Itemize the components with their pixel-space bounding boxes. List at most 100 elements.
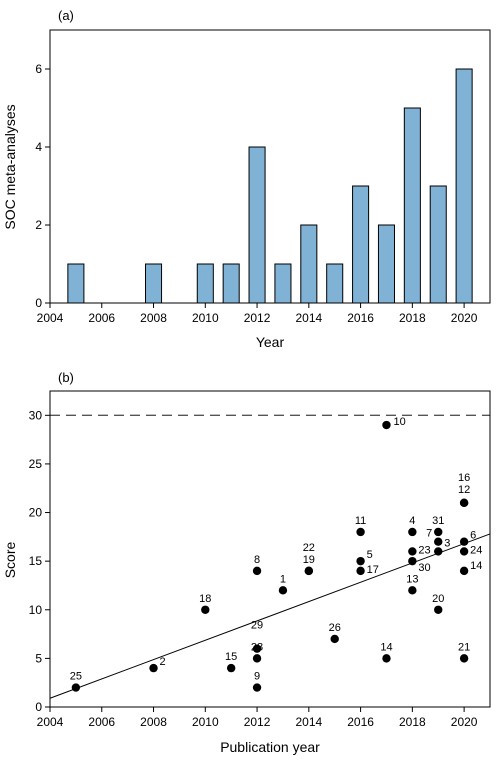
- data-point: [226, 663, 236, 673]
- bars: [67, 68, 473, 304]
- x-axis-ticks: 2004 2006 2008 2010 2012 2014 2016 2018 2020: [37, 303, 478, 325]
- point-label: 16: [458, 472, 470, 484]
- data-point: [356, 566, 365, 576]
- data-point: [252, 654, 262, 663]
- data-point: [408, 527, 417, 537]
- x-axis-ticks: 2004 2006 2008 2010 2012 2014 2016 2018 2020: [37, 707, 478, 729]
- point-label: 17: [367, 564, 379, 576]
- point-label: 23: [418, 544, 430, 556]
- x-axis-title: Year: [256, 334, 285, 350]
- y-tick-label: 20: [29, 506, 43, 520]
- data-point: [304, 566, 314, 576]
- x-tick-label: 2006: [88, 311, 115, 325]
- point-label: 9: [254, 671, 260, 683]
- x-tick-label: 2012: [244, 715, 271, 729]
- point-label: 24: [470, 544, 482, 556]
- point-label: 20: [432, 593, 444, 605]
- y-tick-label: 0: [35, 700, 42, 714]
- panel-a-bar-chart: (a) 2004 2006 2008 2010 2012 2014 2016 2018 2020…: [2, 8, 491, 350]
- y-tick-label: 15: [29, 554, 43, 568]
- data-point: [459, 537, 469, 546]
- point-label: 4: [409, 515, 415, 527]
- x-tick-label: 2020: [451, 715, 478, 729]
- data-point: [382, 654, 391, 663]
- data-point: [149, 663, 158, 673]
- y-axis-title: SOC meta-analyses: [2, 104, 18, 229]
- x-tick-label: 2020: [451, 311, 478, 325]
- bar-2020: [455, 68, 473, 304]
- point-label: 13: [406, 573, 418, 585]
- x-tick-label: 2008: [140, 715, 167, 729]
- x-tick-label: 2018: [399, 311, 426, 325]
- data-point: [382, 420, 391, 430]
- bar-2005: [67, 263, 85, 304]
- point-label: 10: [393, 416, 405, 428]
- point-label: 18: [199, 593, 211, 605]
- point-label: 14: [380, 641, 392, 653]
- y-tick-label: 5: [35, 651, 42, 665]
- bar-2008: [145, 263, 163, 304]
- point-label: 5: [367, 549, 373, 561]
- data-point: [434, 547, 443, 556]
- point-label: 1: [280, 573, 286, 585]
- data-point: [434, 537, 443, 546]
- data-point: [459, 547, 469, 556]
- x-tick-label: 2016: [347, 715, 374, 729]
- data-point: [201, 605, 210, 614]
- x-tick-label: 2018: [399, 715, 426, 729]
- point-label: 28: [251, 641, 263, 653]
- data-point: [459, 498, 469, 508]
- point-label: 12: [458, 484, 470, 496]
- data-point: [252, 566, 262, 576]
- bar-2014: [300, 224, 318, 304]
- data-point: [278, 586, 288, 595]
- data-point: [71, 683, 81, 692]
- x-tick-label: 2012: [244, 311, 271, 325]
- data-point: [434, 527, 443, 537]
- y-tick-label: 0: [35, 296, 42, 310]
- y-tick-label: 25: [29, 457, 43, 471]
- point-label: 8: [254, 554, 260, 566]
- data-point: [356, 556, 365, 566]
- data-point: [356, 527, 365, 537]
- data-point: [459, 654, 469, 663]
- point-label: 25: [70, 671, 82, 683]
- panel-b-label: (b): [58, 370, 74, 385]
- y-axis-ticks: 0 5 10 15 20 25 30: [29, 408, 50, 714]
- point-label: 2: [160, 656, 166, 668]
- y-axis-ticks: 0 2 4 6: [35, 62, 50, 310]
- data-point: [434, 605, 443, 614]
- bar-2018: [403, 107, 421, 304]
- point-label: 29: [251, 620, 263, 632]
- data-point: [408, 547, 417, 556]
- x-tick-label: 2014: [295, 715, 322, 729]
- point-label: 3: [444, 537, 450, 549]
- bar-2019: [429, 185, 447, 304]
- point-label: 14: [470, 560, 482, 572]
- point-label: 6: [470, 530, 476, 542]
- y-axis-title: Score: [2, 542, 18, 579]
- data-point: [408, 556, 417, 566]
- data-point: [459, 566, 469, 576]
- point-label: 7: [426, 528, 432, 540]
- point-label: 21: [458, 641, 470, 653]
- y-tick-label: 4: [35, 140, 42, 154]
- x-tick-label: 2014: [295, 311, 322, 325]
- x-axis-title: Publication year: [220, 739, 320, 755]
- bar-2011: [222, 263, 240, 304]
- x-tick-label: 2006: [88, 715, 115, 729]
- regression-line: [49, 533, 491, 699]
- point-label: 19: [303, 554, 315, 566]
- panel-a-label: (a): [58, 8, 74, 23]
- point-label: 15: [225, 651, 237, 663]
- data-point: [252, 683, 262, 692]
- y-tick-label: 10: [29, 603, 43, 617]
- bar-2013: [274, 263, 292, 304]
- data-point: [252, 644, 262, 653]
- bar-2017: [377, 224, 395, 304]
- x-tick-label: 2004: [37, 311, 64, 325]
- x-tick-label: 2008: [140, 311, 167, 325]
- x-tick-label: 2016: [347, 311, 374, 325]
